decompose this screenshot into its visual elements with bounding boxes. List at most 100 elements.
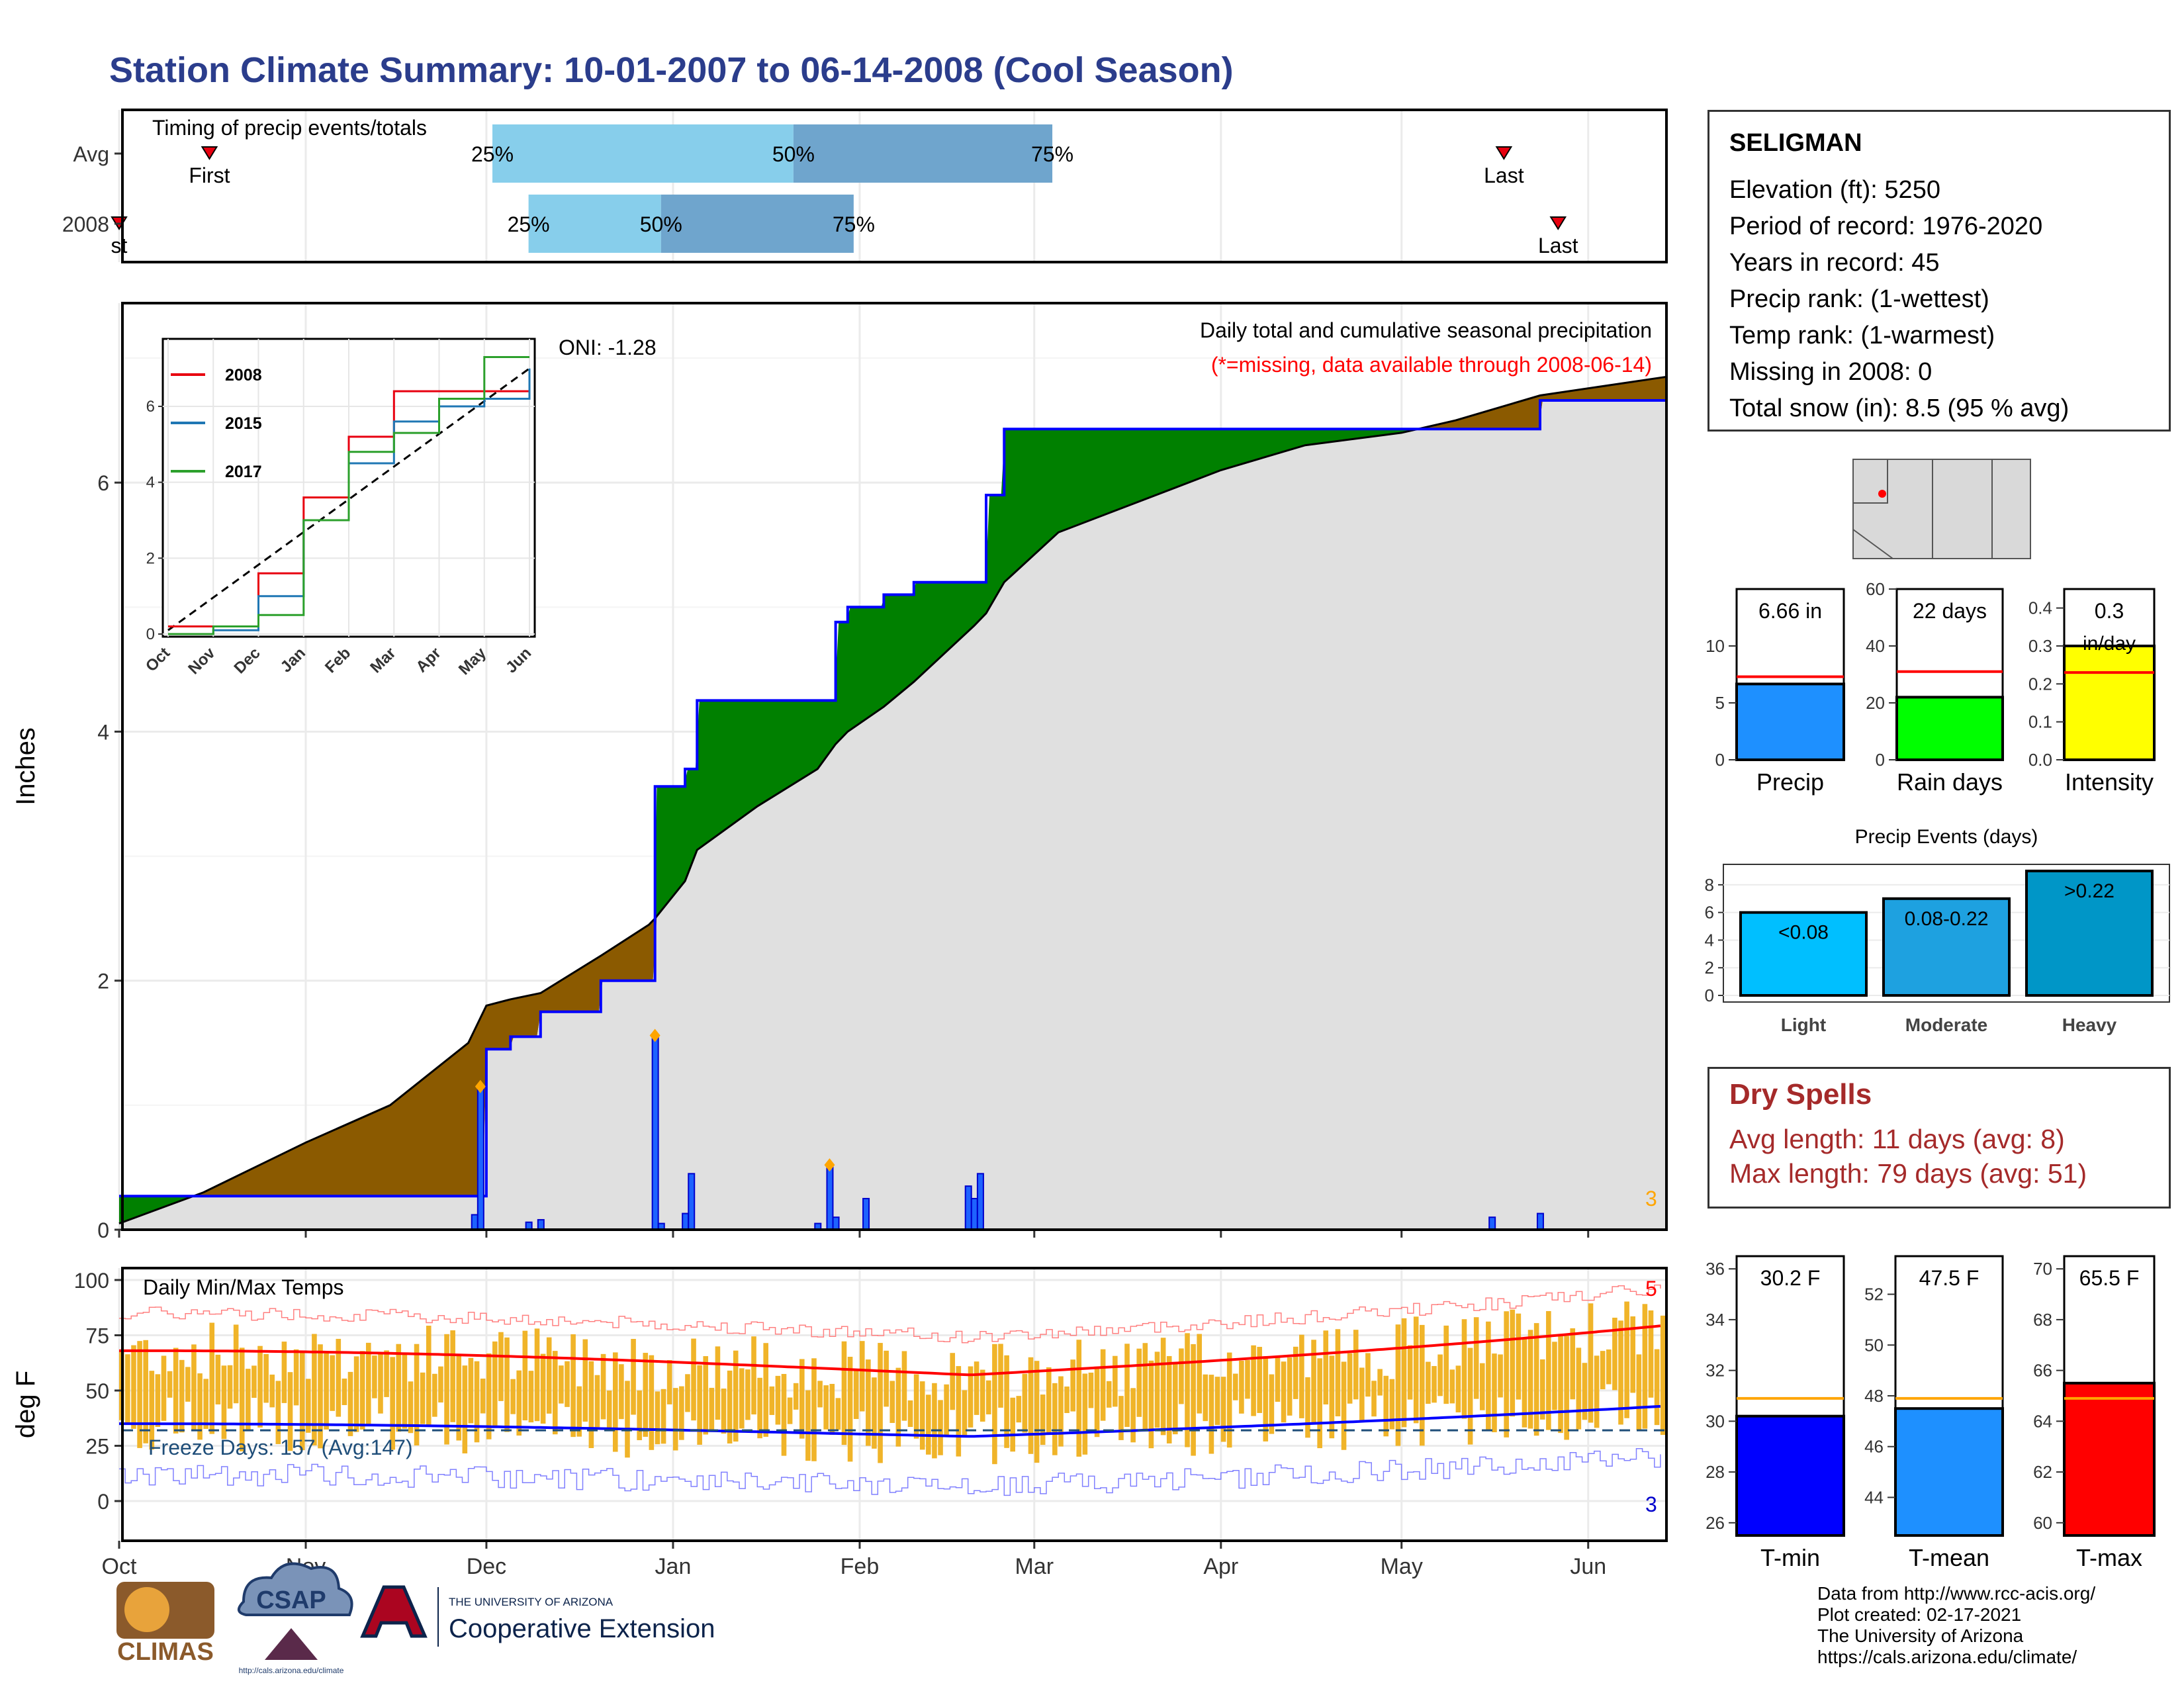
station-detail-line: Years in record: 45 bbox=[1729, 249, 1940, 277]
timing-bar-q3 bbox=[793, 124, 1053, 183]
t_max-tick-label: 70 bbox=[2033, 1259, 2052, 1279]
precip-events-bar-label: <0.08 bbox=[1778, 922, 1829, 944]
daily-temp-bar bbox=[565, 1361, 570, 1407]
daily-max-marker bbox=[649, 1028, 660, 1042]
daily-temp-bar bbox=[324, 1353, 329, 1430]
daily-temp-bar bbox=[986, 1380, 991, 1415]
daily-temp-bar bbox=[1654, 1349, 1660, 1426]
daily-temp-bar bbox=[516, 1370, 522, 1436]
average-max-line bbox=[119, 1324, 1661, 1377]
daily-temp-bar bbox=[281, 1342, 287, 1403]
daily-temp-bar bbox=[432, 1373, 437, 1417]
t_mean-tick-label: 46 bbox=[1864, 1437, 1884, 1457]
average-min-line bbox=[119, 1404, 1661, 1438]
daily-temp-bar bbox=[1426, 1361, 1431, 1404]
daily-temp-bar bbox=[1046, 1367, 1052, 1434]
daily-precip-bar bbox=[688, 1173, 696, 1231]
daily-temp-bar bbox=[143, 1340, 148, 1443]
daily-precip-bar bbox=[826, 1164, 834, 1230]
daily-temp-bar bbox=[341, 1378, 347, 1406]
timing-first-marker bbox=[201, 146, 218, 160]
intensity-tick-label: 0.3 bbox=[2028, 636, 2052, 656]
daily-temp-bar bbox=[913, 1374, 919, 1439]
daily-temp-bar bbox=[191, 1344, 197, 1430]
daily-temp-bar bbox=[197, 1373, 203, 1440]
daily-temp-bar bbox=[330, 1355, 336, 1411]
daily-temp-bar bbox=[884, 1350, 889, 1407]
daily-temp-bar bbox=[504, 1337, 510, 1432]
main-panel-border bbox=[121, 302, 1668, 1231]
inset-y-tick-label: 2 bbox=[146, 549, 155, 567]
daily-temp-bar bbox=[553, 1351, 558, 1435]
daily-temp-bar bbox=[1516, 1313, 1522, 1400]
daily-temp-bar bbox=[179, 1359, 185, 1433]
daily-temp-bar bbox=[1642, 1304, 1648, 1429]
daily-temp-bar bbox=[1275, 1355, 1281, 1402]
dry-spells-title: Dry Spells bbox=[1729, 1078, 1872, 1111]
station-detail-line: Elevation (ft): 5250 bbox=[1729, 176, 1940, 204]
t_min-tick-label: 36 bbox=[1706, 1259, 1725, 1279]
daily-temp-bar bbox=[895, 1367, 901, 1447]
daily-temp-bar bbox=[161, 1355, 167, 1421]
main-y-axis-label: Inches bbox=[11, 727, 40, 805]
daily-temp-bar bbox=[1588, 1303, 1594, 1423]
daily-temp-bar bbox=[1582, 1363, 1588, 1420]
timing-first-label: st bbox=[111, 234, 128, 257]
daily-temp-bar bbox=[1185, 1333, 1190, 1447]
daily-precip-bar bbox=[862, 1197, 870, 1230]
t_min-category-label: T-min bbox=[1760, 1544, 1820, 1571]
daily-temp-bar bbox=[811, 1358, 817, 1461]
daily-temp-bar bbox=[149, 1371, 155, 1450]
temp-y-tick-label: 75 bbox=[85, 1324, 109, 1348]
daily-temp-bar bbox=[721, 1389, 727, 1434]
daily-temp-bar bbox=[1034, 1361, 1040, 1463]
daily-temp-bar bbox=[1028, 1357, 1034, 1454]
daily-temp-bar bbox=[1118, 1396, 1124, 1440]
daily-temp-bar bbox=[378, 1353, 383, 1414]
daily-temp-bar bbox=[1347, 1353, 1353, 1404]
daily-temp-bar bbox=[805, 1390, 811, 1461]
daily-temp-bar bbox=[1618, 1320, 1623, 1425]
daily-precip-bar bbox=[682, 1212, 690, 1230]
map-background bbox=[1852, 459, 2031, 559]
daily-precip-bar bbox=[471, 1214, 478, 1230]
daily-temp-bar bbox=[853, 1369, 859, 1420]
inset-legend-label: 2008 bbox=[225, 366, 262, 385]
daily-temp-bar bbox=[1281, 1361, 1287, 1423]
timing-pct-label: 25% bbox=[471, 142, 514, 166]
daily-temp-bar bbox=[793, 1383, 799, 1410]
daily-temp-bar bbox=[612, 1352, 618, 1452]
inset-y-tick-label: 6 bbox=[146, 398, 155, 416]
daily-temp-bar bbox=[1293, 1346, 1298, 1399]
daily-max-marker bbox=[824, 1158, 835, 1172]
temp-x-tick-label: Feb bbox=[841, 1554, 880, 1579]
daily-temp-bar bbox=[600, 1353, 606, 1420]
arizona-map-icon bbox=[1852, 459, 2031, 559]
daily-temp-bar bbox=[1269, 1374, 1275, 1434]
daily-temp-bar bbox=[631, 1338, 636, 1415]
temp-x-tick-label: May bbox=[1381, 1554, 1423, 1579]
daily-temp-bar bbox=[155, 1374, 161, 1427]
daily-temp-bar bbox=[384, 1350, 389, 1397]
timing-panel-border bbox=[121, 109, 1668, 263]
t_min-tick-label: 30 bbox=[1706, 1411, 1725, 1431]
credit-line: Plot created: 02-17-2021 bbox=[1817, 1604, 2022, 1625]
daily-temp-bar bbox=[1437, 1354, 1443, 1396]
daily-temp-bar bbox=[450, 1330, 455, 1422]
daily-temp-bar bbox=[456, 1355, 462, 1441]
credit-line: https://cals.arizona.edu/climate/ bbox=[1817, 1647, 2077, 1667]
daily-temp-bar bbox=[1299, 1334, 1304, 1418]
daily-temp-bar bbox=[956, 1366, 962, 1457]
station-detail-line: Temp rank: (1-warmest) bbox=[1729, 322, 1995, 349]
daily-temp-bar bbox=[709, 1387, 715, 1432]
daily-temp-bar bbox=[318, 1344, 323, 1449]
timing-pct-label: 75% bbox=[833, 212, 875, 236]
oni-value: ONI: -1.28 bbox=[559, 336, 657, 359]
station-location-marker bbox=[1878, 490, 1886, 498]
dry-spells-avg: Avg length: 11 days (avg: 8) bbox=[1729, 1124, 2065, 1154]
timing-pct-label: 75% bbox=[1031, 142, 1073, 166]
daily-temp-bar bbox=[1564, 1336, 1569, 1440]
timing-bar-q2 bbox=[492, 124, 794, 183]
daily-temp-bar bbox=[1022, 1373, 1028, 1433]
daily-temp-bar bbox=[1648, 1310, 1654, 1398]
